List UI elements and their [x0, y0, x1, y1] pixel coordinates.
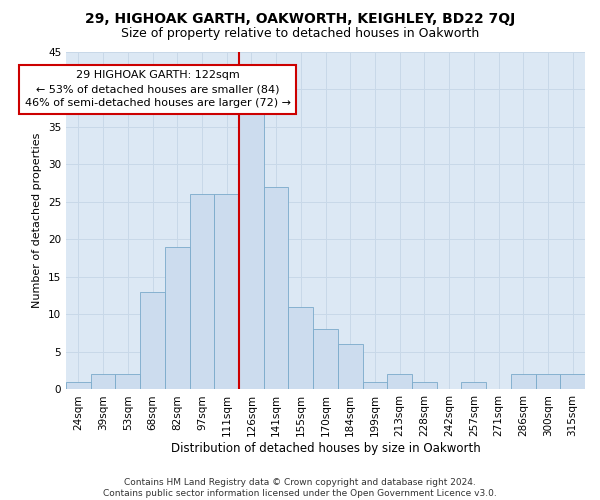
Bar	[190, 194, 214, 390]
Bar	[388, 374, 412, 390]
Text: 29, HIGHOAK GARTH, OAKWORTH, KEIGHLEY, BD22 7QJ: 29, HIGHOAK GARTH, OAKWORTH, KEIGHLEY, B…	[85, 12, 515, 26]
Bar	[66, 382, 91, 390]
Bar	[140, 292, 165, 390]
Bar	[338, 344, 362, 390]
Text: Size of property relative to detached houses in Oakworth: Size of property relative to detached ho…	[121, 28, 479, 40]
Bar	[461, 382, 486, 390]
Y-axis label: Number of detached properties: Number of detached properties	[32, 133, 43, 308]
Bar	[264, 186, 289, 390]
Bar	[91, 374, 115, 390]
Bar	[289, 307, 313, 390]
Bar	[412, 382, 437, 390]
Text: Contains HM Land Registry data © Crown copyright and database right 2024.
Contai: Contains HM Land Registry data © Crown c…	[103, 478, 497, 498]
Bar	[362, 382, 388, 390]
Bar	[165, 247, 190, 390]
Bar	[115, 374, 140, 390]
Bar	[560, 374, 585, 390]
Bar	[536, 374, 560, 390]
Text: 29 HIGHOAK GARTH: 122sqm
← 53% of detached houses are smaller (84)
46% of semi-d: 29 HIGHOAK GARTH: 122sqm ← 53% of detach…	[25, 70, 290, 108]
Bar	[313, 330, 338, 390]
Bar	[239, 104, 264, 390]
X-axis label: Distribution of detached houses by size in Oakworth: Distribution of detached houses by size …	[170, 442, 481, 455]
Bar	[511, 374, 536, 390]
Bar	[214, 194, 239, 390]
